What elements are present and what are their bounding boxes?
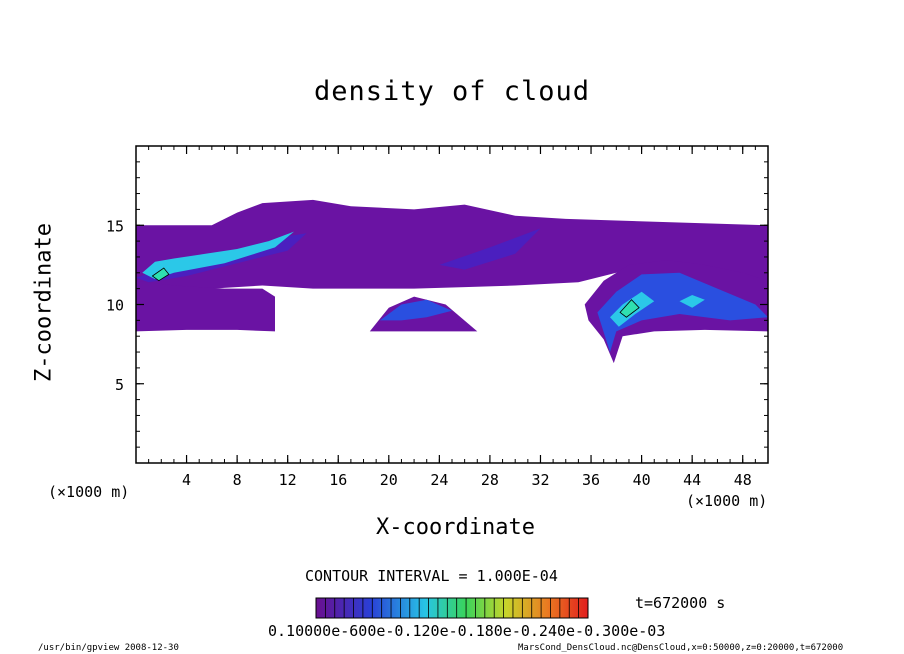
x-unit-label-left: (×1000 m) [48,483,130,501]
cloud-core-upper-west [142,231,294,280]
x-tick-label: 8 [233,471,242,489]
chart-title: density of cloud [313,76,591,107]
cloud-core-plume-east [679,295,705,308]
cloud-max-west [151,267,170,282]
y-tick-label: 15 [106,217,124,235]
colorbar-tick-labels: 0.10000e-600e-0.120e-0.180e-0.240e-0.300… [268,622,666,640]
cloud-region-lower-west [136,280,275,332]
y-tick-label: 10 [106,297,124,315]
x-tick-label: 20 [380,471,398,489]
footer-program-date: /usr/bin/gpview 2008-12-30 [38,643,179,653]
cloud-band-hump [380,299,452,321]
y-tick-label: 5 [115,376,124,394]
x-tick-label: 12 [279,471,297,489]
contour-interval-label: CONTOUR INTERVAL = 1.000E-04 [305,567,558,585]
x-tick-label: 40 [633,471,651,489]
cloud-band-plume [597,272,768,353]
x-tick-label: 44 [683,471,701,489]
x-tick-label: 24 [430,471,448,489]
x-tick-label: 32 [531,471,549,489]
x-tick-label: 16 [329,471,347,489]
x-tick-label: 48 [734,471,752,489]
time-label: t=672000 s [635,594,726,612]
cloud-band-upper-middle [439,228,541,270]
x-axis-label: X-coordinate [376,515,535,540]
cloud-region-upper-layer [136,199,768,289]
cloud-max-plume [619,299,640,318]
y-axis-label: Z-coordinate [31,223,57,382]
x-tick-label: 28 [481,471,499,489]
x-tick-label: 36 [582,471,600,489]
footer-source: MarsCond_DensCloud.nc@DensCloud,x=0:5000… [518,643,844,653]
colorbar [315,597,589,619]
x-unit-label-right: (×1000 m) [686,492,768,510]
x-tick-label: 4 [182,471,191,489]
